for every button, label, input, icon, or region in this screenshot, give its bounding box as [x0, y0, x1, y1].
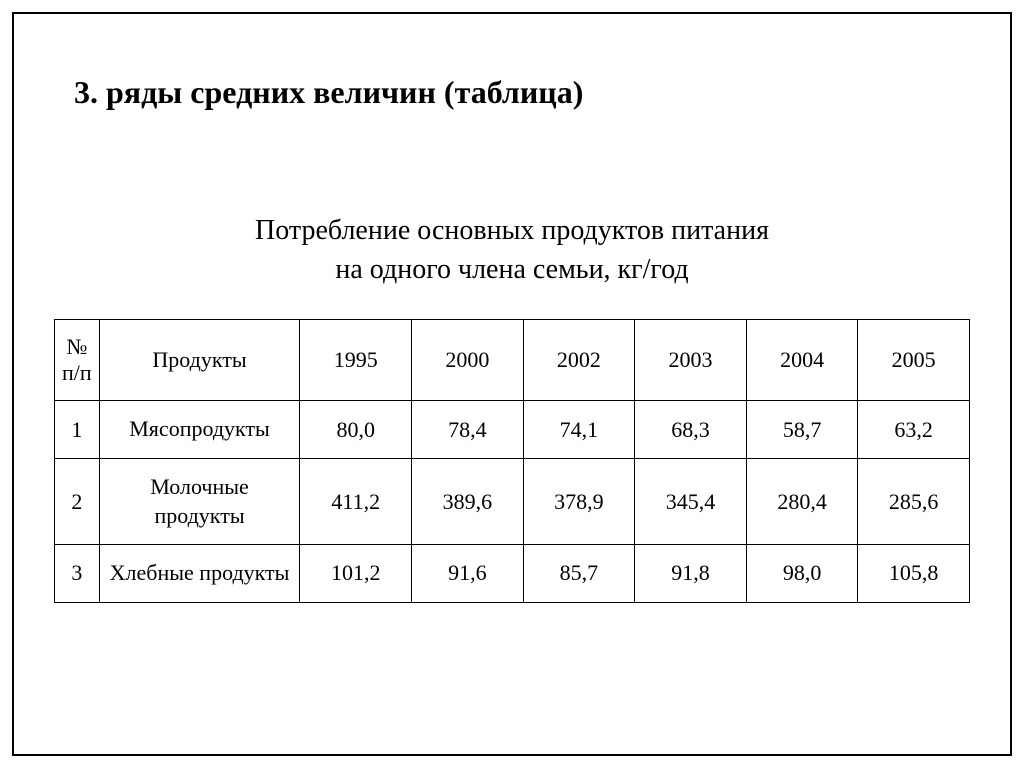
table-header-row: № п/п Продукты 1995 2000 2002 2003 2004 …: [55, 320, 970, 401]
col-header-1995: 1995: [300, 320, 412, 401]
cell-row2-2004: 280,4: [746, 458, 858, 544]
col-header-num: № п/п: [55, 320, 100, 401]
cell-row3-product: Хлебные продукты: [99, 545, 300, 603]
table-row: 2 Молочные продукты 411,2 389,6 378,9 34…: [55, 458, 970, 544]
col-header-2002: 2002: [523, 320, 635, 401]
cell-row3-1995: 101,2: [300, 545, 412, 603]
cell-row3-2004: 98,0: [746, 545, 858, 603]
col-header-product: Продукты: [99, 320, 300, 401]
cell-row2-1995: 411,2: [300, 458, 412, 544]
col-header-2004: 2004: [746, 320, 858, 401]
cell-row3-2003: 91,8: [635, 545, 747, 603]
cell-row3-2005: 105,8: [858, 545, 970, 603]
table-title-line1: Потребление основных продуктов питания: [255, 215, 769, 246]
cell-row3-2002: 85,7: [523, 545, 635, 603]
col-header-2003: 2003: [635, 320, 747, 401]
cell-row1-2000: 78,4: [412, 401, 524, 459]
table-row: 3 Хлебные продукты 101,2 91,6 85,7 91,8 …: [55, 545, 970, 603]
cell-row1-1995: 80,0: [300, 401, 412, 459]
main-title: 3. ряды средних величин (таблица): [74, 74, 970, 111]
slide-frame: 3. ряды средних величин (таблица) Потреб…: [12, 12, 1012, 756]
cell-row2-num: 2: [55, 458, 100, 544]
col-header-2000: 2000: [412, 320, 524, 401]
cell-row3-num: 3: [55, 545, 100, 603]
cell-row3-2000: 91,6: [412, 545, 524, 603]
data-table: № п/п Продукты 1995 2000 2002 2003 2004 …: [54, 319, 970, 602]
cell-row1-2005: 63,2: [858, 401, 970, 459]
cell-row2-2003: 345,4: [635, 458, 747, 544]
cell-row1-num: 1: [55, 401, 100, 459]
col-header-2005: 2005: [858, 320, 970, 401]
cell-row2-2000: 389,6: [412, 458, 524, 544]
cell-row1-2004: 58,7: [746, 401, 858, 459]
cell-row2-2002: 378,9: [523, 458, 635, 544]
table-row: 1 Мясопродукты 80,0 78,4 74,1 68,3 58,7 …: [55, 401, 970, 459]
cell-row1-product: Мясопродукты: [99, 401, 300, 459]
cell-row2-2005: 285,6: [858, 458, 970, 544]
table-title-line2: на одного члена семьи, кг/год: [335, 254, 688, 285]
cell-row1-2002: 74,1: [523, 401, 635, 459]
cell-row2-product: Молочные продукты: [99, 458, 300, 544]
cell-row1-2003: 68,3: [635, 401, 747, 459]
table-title: Потребление основных продуктов питания н…: [54, 211, 970, 289]
